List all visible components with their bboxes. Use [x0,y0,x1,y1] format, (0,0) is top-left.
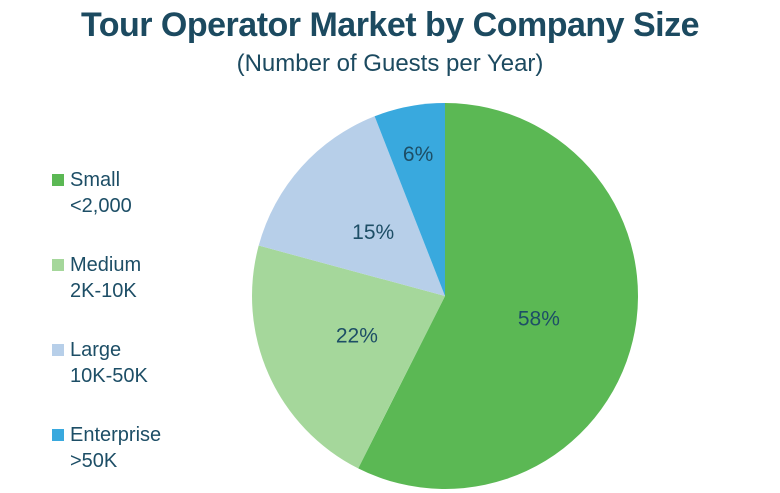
legend-item-medium: Medium 2K-10K [52,252,242,304]
legend-text-enterprise: Enterprise >50K [70,422,161,474]
pie-slice-medium [252,245,445,469]
legend-text-large: Large 10K-50K [70,337,148,389]
pie-label-medium: 22% [336,325,378,348]
legend-marker-medium [52,259,64,271]
legend-item-sublabel: >50K [70,450,118,472]
legend-item-enterprise: Enterprise >50K [52,422,242,474]
legend-text-medium: Medium 2K-10K [70,252,141,304]
pie-label-small: 58% [518,308,560,331]
legend-item-label: Small [70,169,121,191]
legend-item-label: Medium [70,254,142,276]
legend-item-large: Large 10K-50K [52,337,242,389]
pie-label-large: 15% [352,221,394,244]
legend-text-small: Small <2,000 [70,167,132,219]
pie-label-enterprise: 6% [403,143,433,166]
legend-marker-small [52,174,64,186]
legend-item-label: Large [70,339,122,361]
pie-chart-svg: 58% 22% 15% 6% [252,103,638,490]
legend-item-small: Small <2,000 [52,167,242,219]
legend-item-sublabel: 2K-10K [70,280,137,302]
pie-slice-small [358,103,638,490]
pie-slice-large [258,116,445,296]
legend-item-sublabel: <2,000 [70,195,132,217]
legend-marker-enterprise [52,429,64,441]
chart-subtitle: (Number of Guests per Year) [236,50,544,77]
chart-title: Tour Operator Market by Company Size [80,6,700,44]
legend-item-label: Enterprise [70,424,162,446]
legend-item-sublabel: 10K-50K [70,365,148,387]
pie-slice-enterprise [374,103,445,296]
pie-chart: 58% 22% 15% 6% [252,103,638,490]
legend-marker-large [52,344,64,356]
legend: Small <2,000 Medium 2K-10K Large 10K-50K… [52,167,242,493]
